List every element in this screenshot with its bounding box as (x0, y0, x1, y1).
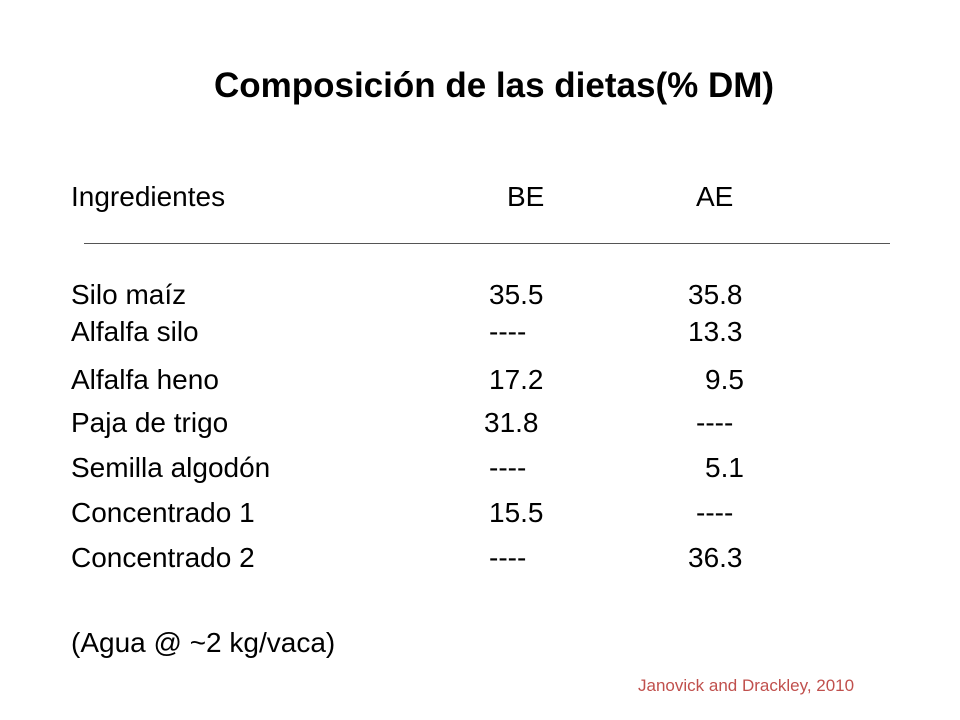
water-note: (Agua @ ~2 kg/vaca) (71, 627, 336, 658)
citation: Janovick and Drackley, 2010 (638, 676, 855, 695)
row-ae-value: 13.3 (688, 316, 743, 347)
row-ae-value: 35.8 (688, 279, 743, 310)
row-ae-value: ---- (696, 497, 734, 528)
row-be-value: ---- (489, 542, 527, 573)
row-name: Alfalfa heno (71, 364, 219, 395)
header-divider (84, 243, 890, 244)
row-be-value: ---- (489, 452, 527, 483)
row-ae-value: 9.5 (705, 364, 744, 395)
row-be-value: 17.2 (489, 364, 544, 395)
row-be-value: ---- (489, 316, 527, 347)
header-ae: AE (696, 181, 734, 212)
row-name: Paja de trigo (71, 407, 229, 438)
header-be: BE (507, 181, 545, 212)
row-name: Semilla algodón (71, 452, 271, 483)
row-name: Concentrado 2 (71, 542, 255, 573)
row-name: Alfalfa silo (71, 316, 199, 347)
row-ae-value: 36.3 (688, 542, 743, 573)
row-ae-value: 5.1 (705, 452, 744, 483)
header-ingredients: Ingredientes (71, 181, 226, 212)
row-name: Silo maíz (71, 279, 187, 310)
row-be-value: 15.5 (489, 497, 544, 528)
row-ae-value: ---- (696, 407, 734, 438)
row-be-value: 31.8 (484, 407, 539, 438)
row-name: Concentrado 1 (71, 497, 255, 528)
slide-title: Composición de las dietas(% DM) (213, 66, 775, 105)
row-be-value: 35.5 (489, 279, 544, 310)
